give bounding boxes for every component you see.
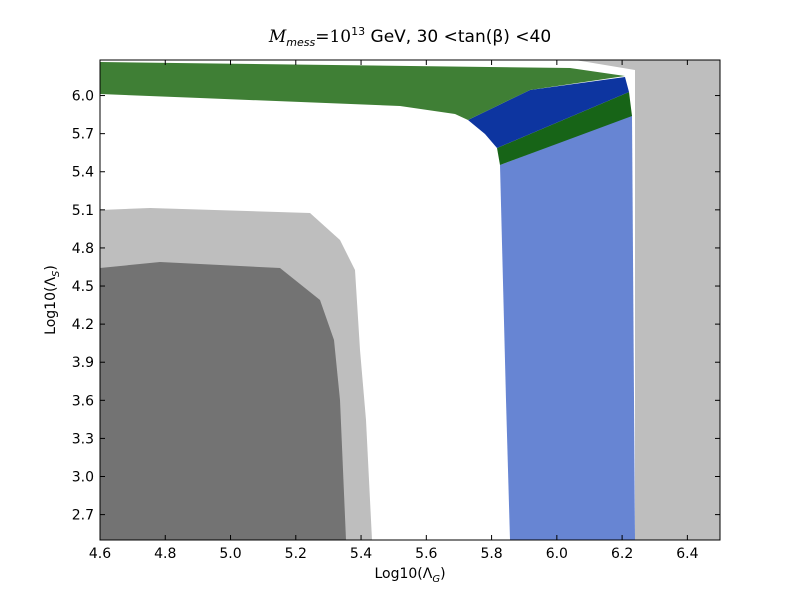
label-part: )	[440, 566, 445, 582]
y-tick-label: 5.7	[72, 127, 94, 143]
plot-frame	[99, 59, 721, 541]
y-tick-label: 5.4	[72, 165, 94, 181]
label-part: G	[432, 574, 440, 585]
y-tick-label: 2.7	[72, 508, 94, 524]
x-tick-label: 5.2	[285, 546, 307, 562]
x-tick-label: 4.6	[89, 546, 111, 562]
x-axis-label: Log10(ΛG)	[374, 566, 445, 585]
y-tick-label: 4.5	[72, 279, 94, 295]
regions	[100, 60, 720, 540]
y-tick-label: 3.3	[72, 431, 94, 447]
y-tick-label: 4.8	[72, 241, 94, 257]
title-part: M	[268, 27, 287, 47]
title-part: =10	[315, 27, 351, 47]
label-part: )	[43, 265, 59, 270]
dark-blue-region	[468, 77, 629, 148]
green-region	[100, 62, 625, 120]
chart-title: Mmess=1013 GeV, 30 <tan(β) <40	[268, 25, 551, 49]
x-tick-label: 6.4	[676, 546, 698, 562]
dark-green-region	[497, 92, 632, 165]
x-tick-label: 6.2	[611, 546, 633, 562]
y-tick-label: 5.1	[72, 203, 94, 219]
y-tick-label: 3.9	[72, 355, 94, 371]
y-tick-label: 3.0	[72, 470, 94, 486]
ticks: 4.6 4.8 5.0 5.2 5.4 5.6 5.8 6.0 6.2 6.4 2.7 3.0 3.3 3…	[72, 60, 720, 562]
title-part: 13	[351, 25, 365, 38]
y-tick-label: 3.6	[72, 393, 94, 409]
label-part: Log10(Λ	[374, 566, 432, 582]
dark-gray-region	[100, 262, 346, 540]
label-part: S	[51, 270, 62, 277]
x-tick-label: 5.0	[219, 546, 241, 562]
title-part: mess	[286, 36, 315, 49]
x-tick-label: 5.8	[480, 546, 502, 562]
y-tick-label: 4.2	[72, 317, 94, 333]
title-part: GeV, 30 <tan(β) <40	[365, 27, 551, 47]
light-blue-region	[500, 115, 635, 540]
x-tick-label: 5.6	[415, 546, 437, 562]
x-tick-label: 6.0	[546, 546, 568, 562]
y-tick-label: 6.0	[72, 89, 94, 105]
y-axis-label: Log10(ΛS)	[43, 265, 62, 335]
label-part: Log10(Λ	[43, 277, 59, 335]
x-tick-label: 4.8	[154, 546, 176, 562]
excluded-region	[575, 60, 720, 540]
x-tick-label: 5.4	[350, 546, 372, 562]
